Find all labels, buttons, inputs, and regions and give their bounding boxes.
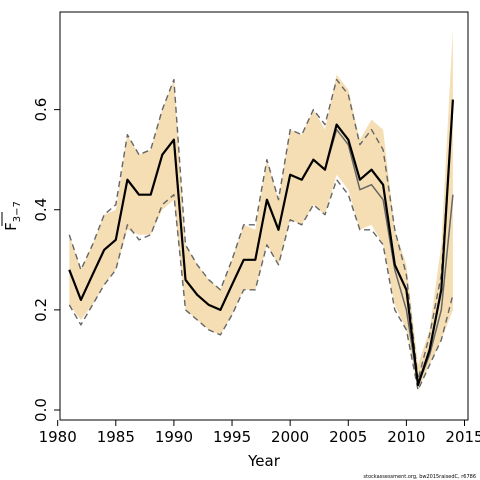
x-axis: 1980 1985 1990 1995 2000 2005 2010 2015 (39, 420, 480, 446)
y-axis-label: F3−7 (1, 201, 23, 231)
x-tick-label: 2005 (329, 428, 367, 446)
previous-lower-bound-line (68, 179, 454, 391)
x-axis-label: Year (247, 452, 281, 470)
plot-area (68, 29, 454, 391)
confidence-band (69, 29, 453, 390)
y-tick-label: 0.6 (32, 98, 50, 122)
y-tick-label: 0.2 (32, 298, 50, 322)
svg-text:F3−7: F3−7 (2, 201, 23, 231)
y-axis-label-subscript: 3−7 (12, 201, 23, 222)
y-axis: 0.0 0.2 0.4 0.6 (32, 98, 60, 422)
y-axis-label-main: F (2, 222, 20, 231)
current-estimate-line (68, 99, 454, 387)
x-tick-label: 2015 (445, 428, 480, 446)
plot-frame (59, 11, 469, 421)
source-note: stockassessment.org, bw2015raisedC, r678… (363, 474, 476, 480)
x-tick-label: 2000 (271, 428, 309, 446)
x-tick-label: 1980 (39, 428, 77, 446)
x-tick-label: 1995 (213, 428, 251, 446)
x-tick-label: 1985 (97, 428, 135, 446)
previous-upper-bound-line (68, 78, 454, 381)
x-tick-label: 2010 (387, 428, 425, 446)
y-tick-label: 0.4 (32, 198, 50, 222)
y-tick-label: 0.0 (32, 398, 50, 422)
x-tick-label: 1990 (155, 428, 193, 446)
